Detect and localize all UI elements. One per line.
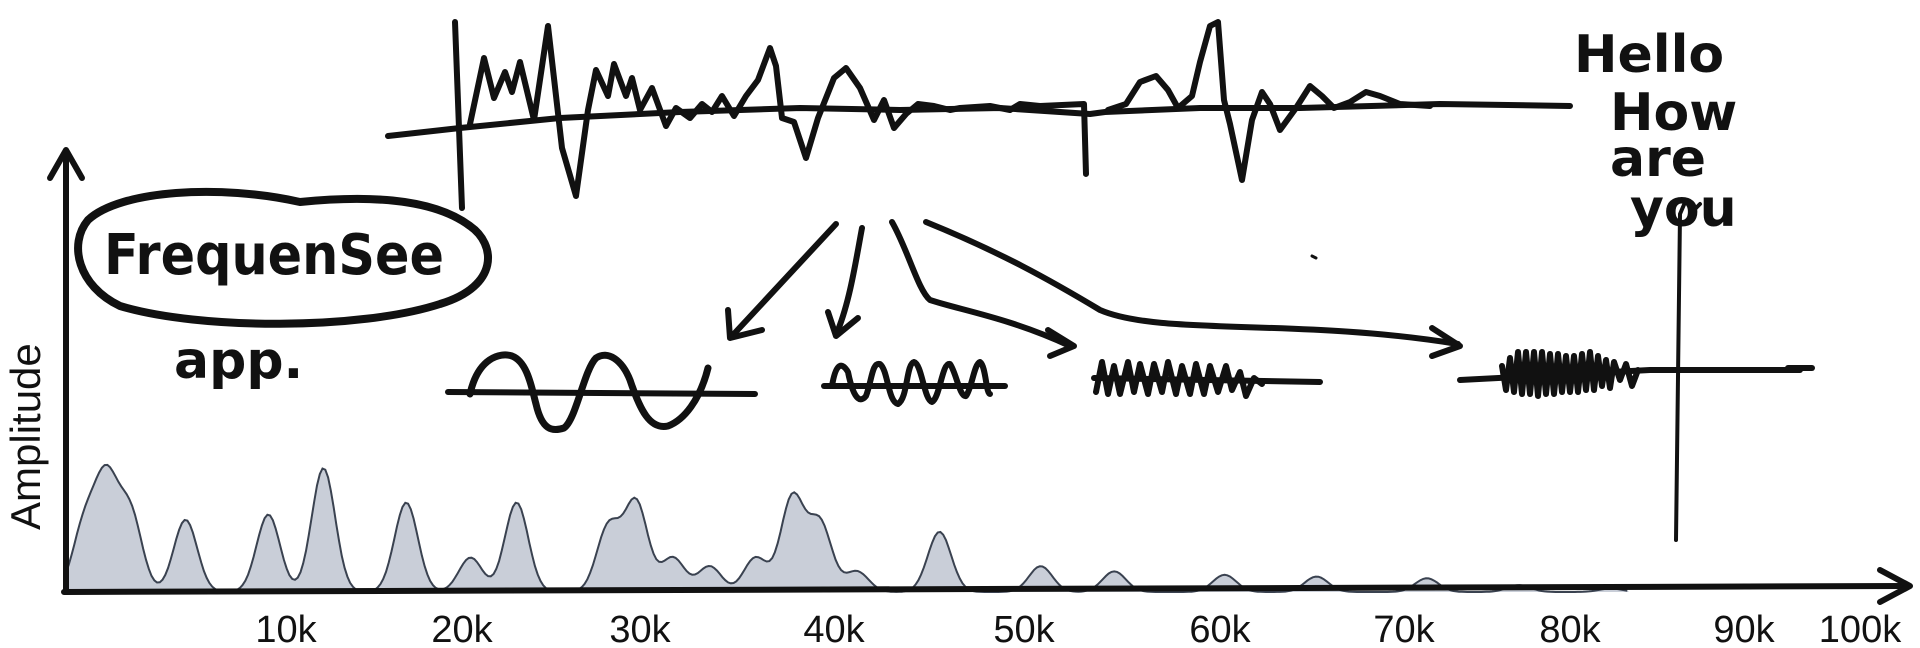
x-axis-arrowhead <box>1877 567 1913 605</box>
component-wave-very-high-frequency <box>1457 349 1815 399</box>
x-tick-label: 60k <box>1189 609 1251 648</box>
y-axis-label: Amplitude <box>2 343 49 530</box>
spectrum-line <box>65 463 1628 593</box>
greeting-line-3: are <box>1610 129 1706 189</box>
greeting-line-2: How <box>1610 83 1737 143</box>
x-tick-label: 40k <box>803 609 865 648</box>
greeting-line-1: Hello <box>1574 25 1724 85</box>
x-axis <box>61 583 1911 595</box>
x-tick-label: 30k <box>609 609 671 648</box>
chart-axes <box>47 147 1913 605</box>
component-wave-high-frequency <box>1091 359 1323 399</box>
component-wave-low-frequency <box>445 351 758 434</box>
spectrum-area-chart <box>65 463 1630 593</box>
app-subtitle: app. <box>174 331 303 391</box>
x-tick-label: 80k <box>1539 609 1601 648</box>
ink-dot <box>1310 254 1318 260</box>
greeting-text: Hello How are you <box>1574 25 1737 239</box>
spike-marker <box>1674 198 1702 542</box>
x-tick-label: 50k <box>993 609 1055 648</box>
x-tick-label: 100k <box>1819 609 1902 648</box>
composite-waveform-sketch <box>385 19 1573 211</box>
x-tick-labels: 10k 20k 30k 40k 50k 60k 70k 80k 90k 100k <box>255 609 1902 648</box>
x-tick-label: 20k <box>431 609 493 648</box>
x-tick-label: 70k <box>1373 609 1435 648</box>
decomposition-arrows <box>725 219 1463 359</box>
greeting-line-4: you <box>1630 179 1737 239</box>
x-tick-label: 10k <box>255 609 317 648</box>
x-tick-label: 90k <box>1713 609 1775 648</box>
component-wave-mid-frequency <box>821 359 1008 407</box>
app-title-bubble: FrequenSee <box>74 187 492 328</box>
y-axis-arrowhead <box>47 147 85 181</box>
app-title: FrequenSee <box>104 223 444 288</box>
